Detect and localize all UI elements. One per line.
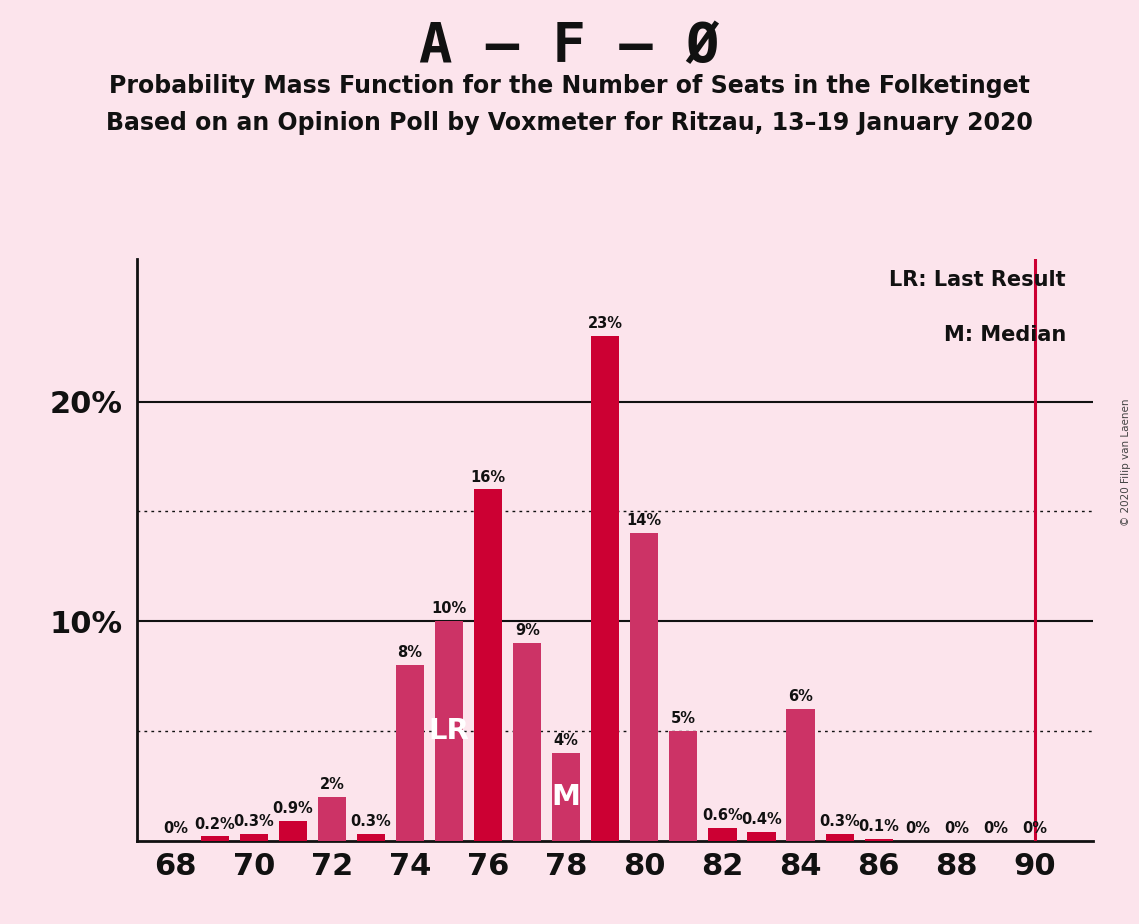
Bar bbox=[279, 821, 306, 841]
Bar bbox=[865, 839, 893, 841]
Text: LR: LR bbox=[428, 717, 469, 745]
Text: 6%: 6% bbox=[788, 689, 813, 704]
Text: LR: Last Result: LR: Last Result bbox=[890, 270, 1066, 290]
Text: 0.1%: 0.1% bbox=[858, 819, 899, 833]
Text: © 2020 Filip van Laenen: © 2020 Filip van Laenen bbox=[1121, 398, 1131, 526]
Bar bbox=[474, 490, 502, 841]
Text: Probability Mass Function for the Number of Seats in the Folketinget: Probability Mass Function for the Number… bbox=[109, 74, 1030, 98]
Bar bbox=[240, 834, 268, 841]
Bar bbox=[435, 621, 464, 841]
Text: 0.3%: 0.3% bbox=[819, 814, 860, 830]
Bar bbox=[787, 709, 814, 841]
Bar bbox=[630, 533, 658, 841]
Bar bbox=[396, 665, 424, 841]
Bar bbox=[670, 731, 697, 841]
Text: Based on an Opinion Poll by Voxmeter for Ritzau, 13–19 January 2020: Based on an Opinion Poll by Voxmeter for… bbox=[106, 111, 1033, 135]
Bar bbox=[552, 753, 580, 841]
Bar bbox=[747, 832, 776, 841]
Text: 0%: 0% bbox=[1023, 821, 1048, 836]
Text: 0%: 0% bbox=[944, 821, 969, 836]
Text: 2%: 2% bbox=[320, 777, 344, 792]
Text: 0.2%: 0.2% bbox=[195, 817, 235, 832]
Text: 23%: 23% bbox=[588, 316, 623, 331]
Text: 16%: 16% bbox=[470, 469, 506, 484]
Text: 0.3%: 0.3% bbox=[351, 814, 392, 830]
Text: 0%: 0% bbox=[163, 821, 188, 836]
Text: A – F – Ø: A – F – Ø bbox=[419, 20, 720, 73]
Text: 5%: 5% bbox=[671, 711, 696, 726]
Text: 0.9%: 0.9% bbox=[272, 801, 313, 816]
Bar bbox=[708, 828, 737, 841]
Text: 4%: 4% bbox=[554, 733, 579, 748]
Text: 14%: 14% bbox=[626, 514, 662, 529]
Text: 0.6%: 0.6% bbox=[702, 808, 743, 823]
Bar bbox=[200, 836, 229, 841]
Bar bbox=[514, 643, 541, 841]
Text: 0.4%: 0.4% bbox=[741, 812, 781, 827]
Bar bbox=[591, 335, 620, 841]
Text: 0%: 0% bbox=[983, 821, 1008, 836]
Text: 0.3%: 0.3% bbox=[233, 814, 274, 830]
Text: M: M bbox=[551, 783, 581, 811]
Text: 8%: 8% bbox=[398, 645, 423, 661]
Bar bbox=[826, 834, 853, 841]
Text: M: Median: M: Median bbox=[944, 324, 1066, 345]
Text: 0%: 0% bbox=[906, 821, 931, 836]
Text: 10%: 10% bbox=[432, 602, 467, 616]
Text: 9%: 9% bbox=[515, 624, 540, 638]
Bar bbox=[318, 796, 346, 841]
Bar bbox=[357, 834, 385, 841]
